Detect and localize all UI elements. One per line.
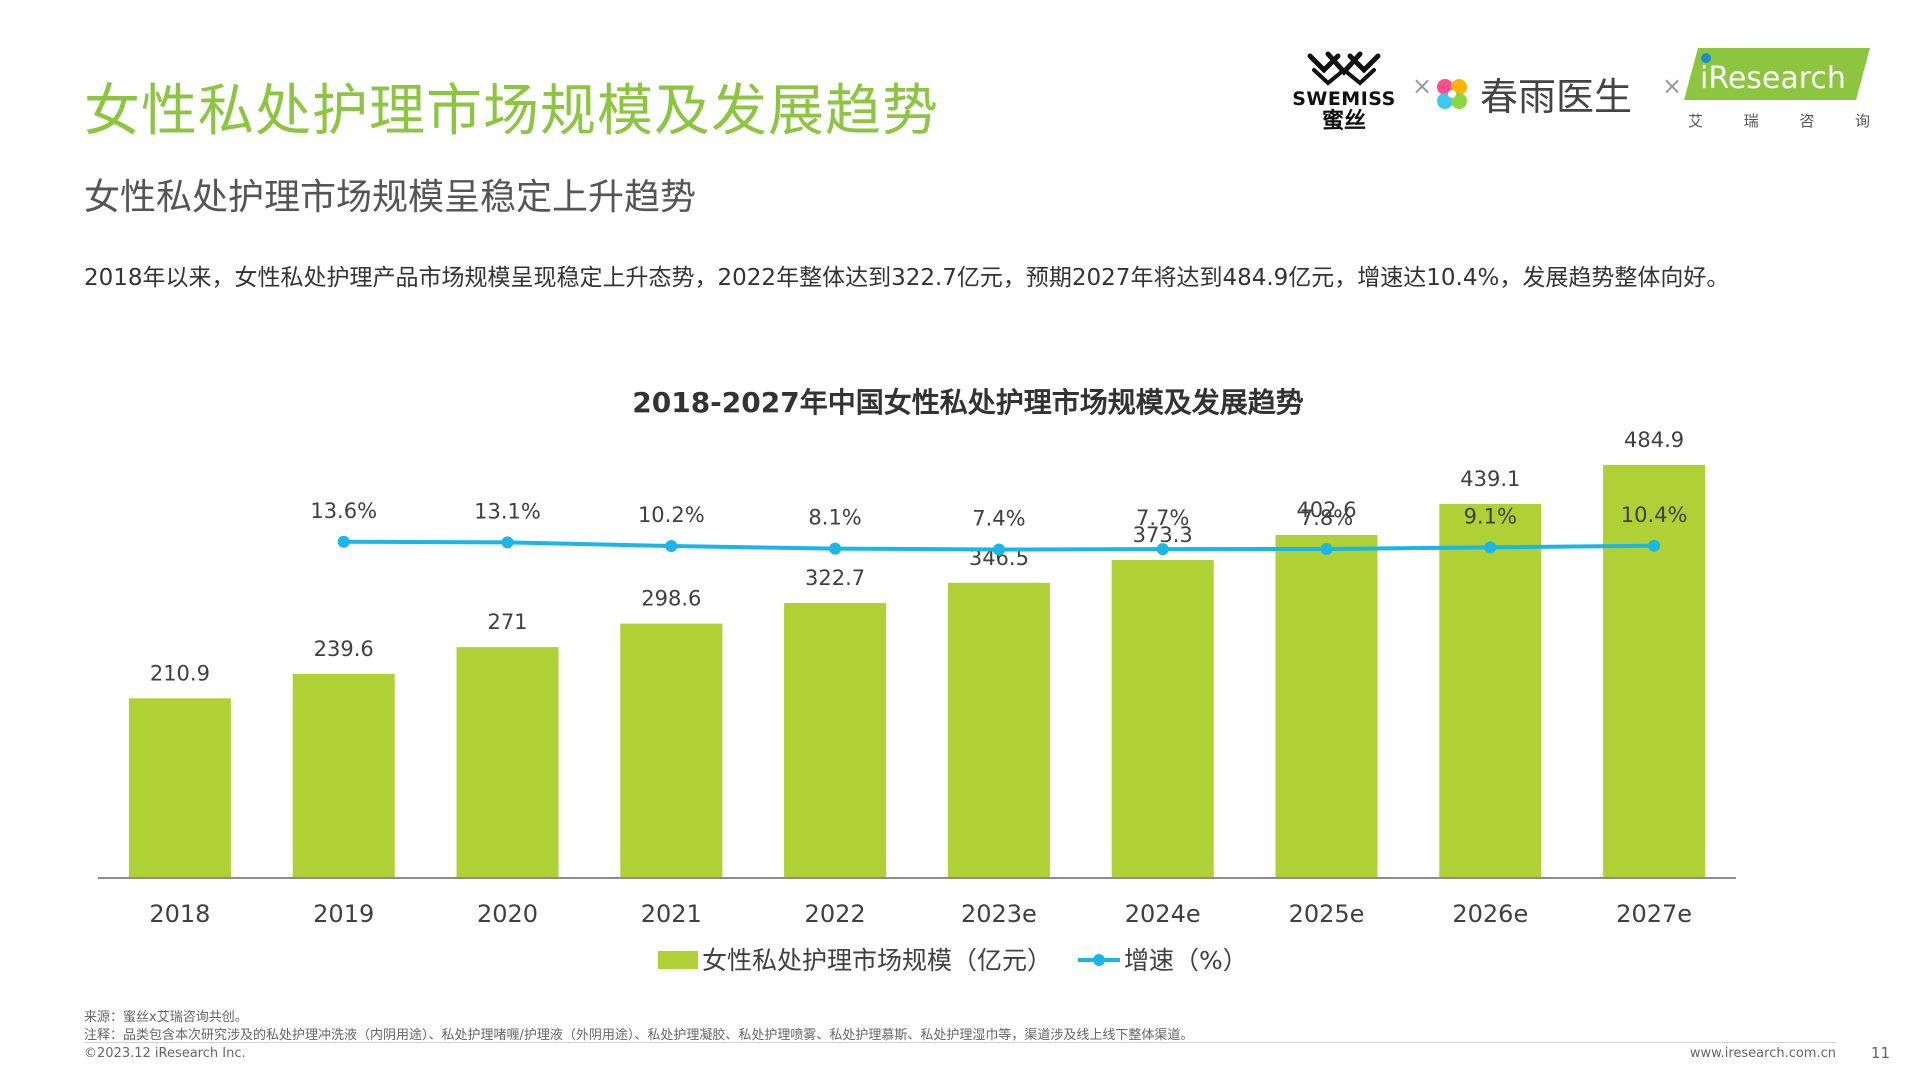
growth-value-label: 10.2% <box>638 503 705 527</box>
cyys-text: 春雨医生 <box>1480 75 1633 119</box>
bar <box>456 647 559 878</box>
bar <box>947 582 1050 878</box>
growth-value-label: 7.8% <box>1300 506 1353 530</box>
legend-bar-swatch <box>658 951 698 969</box>
x-tick-label: 2024e <box>1125 900 1201 928</box>
growth-value-label: 10.4% <box>1621 503 1688 527</box>
bar-value-label: 402.6 <box>1296 498 1356 522</box>
growth-point <box>1484 541 1497 554</box>
growth-point <box>1320 543 1333 555</box>
x-tick-label: 2019 <box>313 900 374 928</box>
swemiss-cn-text: 蜜丝 <box>1321 109 1366 134</box>
bar <box>620 623 723 878</box>
iresearch-cn-char: 咨 <box>1799 112 1815 130</box>
bar-value-label: 373.3 <box>1133 523 1193 547</box>
bar-value-label: 210.9 <box>150 661 210 685</box>
growth-point <box>501 536 514 549</box>
growth-value-label: 7.4% <box>972 507 1025 531</box>
legend-bar-label: 女性私处护理市场规模（亿元） <box>702 946 1052 975</box>
bar <box>1439 503 1542 878</box>
bar-value-label: 271 <box>487 610 527 634</box>
page-number: 11 <box>1870 1044 1890 1062</box>
bar-value-label: 322.7 <box>805 566 865 590</box>
x-tick-label: 2020 <box>477 900 538 928</box>
source-note: 来源：蜜丝x艾瑞咨询共创。 <box>84 1010 248 1025</box>
iresearch-cn-char: 询 <box>1854 112 1870 130</box>
swemiss-text: SWEMISS <box>1292 88 1396 110</box>
x-tick-label: 2023e <box>961 900 1037 928</box>
bar <box>1275 534 1378 878</box>
chart-legend: 女性私处护理市场规模（亿元） 增速（%） <box>658 946 1248 975</box>
growth-point <box>337 535 350 548</box>
growth-value-label: 8.1% <box>808 506 861 530</box>
iresearch-cn-char: 瑞 <box>1743 112 1759 130</box>
copyright: ©2023.12 iResearch Inc. <box>84 1046 246 1061</box>
bar-value-label: 439.1 <box>1460 467 1520 491</box>
growth-value-label: 13.6% <box>310 499 377 523</box>
legend-line-label: 增速（%） <box>1124 946 1248 975</box>
bar <box>784 603 887 878</box>
growth-point <box>665 540 678 552</box>
growth-point <box>829 542 842 555</box>
growth-point <box>1156 543 1169 556</box>
clover-icon <box>1437 78 1467 109</box>
iresearch-cn: 艾 瑞 咨 询 <box>1684 110 1874 131</box>
website-link[interactable]: www.iresearch.com.cn <box>1689 1046 1836 1061</box>
growth-point <box>992 543 1005 556</box>
bar-value-label: 484.9 <box>1624 428 1684 452</box>
times-icon: × <box>1662 72 1683 100</box>
legend-line-marker <box>1093 954 1105 966</box>
x-tick-label: 2018 <box>149 900 210 928</box>
footer-divider <box>84 1042 1836 1043</box>
bar <box>1603 464 1706 878</box>
growth-value-label: 13.1% <box>474 499 541 523</box>
growth-value-label: 9.1% <box>1464 504 1517 528</box>
bar-value-label: 298.6 <box>641 587 701 611</box>
logo-bar: SWEMISS 蜜丝 × 春雨医生 × iResearch 艾 瑞 咨 询 <box>1284 44 1884 144</box>
x-tick-label: 2025e <box>1289 900 1365 928</box>
cyys-logo: 春雨医生 <box>1434 66 1632 121</box>
times-icon: × <box>1412 72 1433 100</box>
annotation-note: 注释：品类包含本次研究涉及的私处护理冲洗液（内阴用途）、私处护理啫喱/护理液（外… <box>84 1028 1194 1043</box>
swemiss-logo: SWEMISS 蜜丝 <box>1284 50 1404 134</box>
bar <box>128 698 231 878</box>
growth-point <box>1648 539 1661 552</box>
chart-title: 2018-2027年中国女性私处护理市场规模及发展趋势 <box>632 386 1303 419</box>
market-size-chart: 2018-2027年中国女性私处护理市场规模及发展趋势 210.9 239.6 27… <box>98 386 1736 975</box>
x-tick-label: 2021 <box>641 900 702 928</box>
iresearch-text: iResearch <box>1700 61 1846 96</box>
iresearch-cn-char: 艾 <box>1688 112 1704 130</box>
swemiss-mark-icon <box>1307 51 1381 86</box>
page-title: 女性私处护理市场规模及发展趋势 <box>84 79 939 144</box>
growth-value-label: 7.7% <box>1136 506 1189 530</box>
iresearch-logo: iResearch 艾 瑞 咨 询 <box>1684 48 1874 131</box>
x-tick-label: 2022 <box>805 900 866 928</box>
iresearch-badge-icon: iResearch <box>1684 48 1870 100</box>
bar <box>1111 559 1214 878</box>
bar <box>292 673 395 878</box>
page-description: 2018年以来，女性私处护理产品市场规模呈现稳定上升态势，2022年整体达到32… <box>84 265 1730 291</box>
bar-value-label: 239.6 <box>314 637 374 661</box>
page-subtitle: 女性私处护理市场规模呈稳定上升趋势 <box>84 177 697 218</box>
x-tick-label: 2027e <box>1616 900 1692 928</box>
x-tick-label: 2026e <box>1452 900 1528 928</box>
